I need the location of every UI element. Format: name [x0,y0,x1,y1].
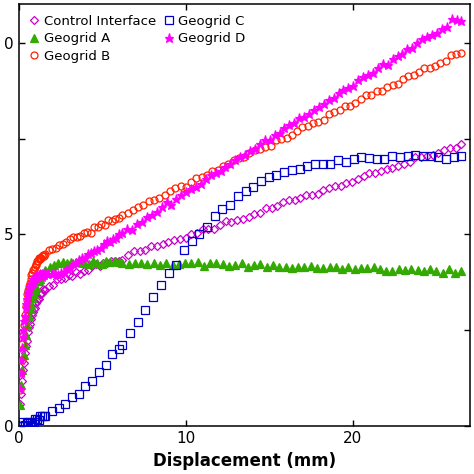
Control Interface [459,141,465,147]
Geogrid A [103,258,109,264]
Legend: Control Interface, Geogrid A, Geogrid B, Geogrid C, Geogrid D: Control Interface, Geogrid A, Geogrid B,… [25,11,250,67]
Line: Geogrid A: Geogrid A [16,257,465,409]
Geogrid D [292,120,297,126]
Line: Geogrid D: Geogrid D [16,15,466,393]
Geogrid C [34,417,40,422]
Geogrid B [39,254,45,259]
Geogrid A [176,261,182,266]
Control Interface [119,257,125,263]
Geogrid C [17,424,23,429]
Geogrid B [37,256,43,262]
Geogrid C [258,178,264,184]
Geogrid C [412,152,418,158]
Geogrid B [416,69,422,75]
Geogrid A [17,402,23,408]
Line: Geogrid C: Geogrid C [16,151,465,430]
Geogrid A [41,270,46,275]
Geogrid D [459,18,465,24]
Control Interface [18,391,24,396]
Control Interface [17,401,23,407]
Geogrid D [321,101,327,107]
Geogrid A [36,278,42,283]
Geogrid B [17,387,23,393]
Geogrid D [17,386,23,392]
Control Interface [298,195,303,201]
Line: Geogrid B: Geogrid B [17,49,465,394]
Geogrid C [459,153,465,158]
Geogrid D [154,209,160,215]
Geogrid D [449,17,455,22]
Geogrid A [346,264,351,270]
Control Interface [447,145,453,151]
Geogrid A [32,287,38,293]
Geogrid B [119,212,125,218]
Control Interface [31,306,36,312]
Geogrid C [56,405,62,411]
Geogrid A [459,268,465,273]
Geogrid D [104,238,109,244]
Control Interface [292,198,298,203]
Geogrid A [289,264,295,270]
Geogrid C [219,206,225,211]
Geogrid B [35,258,41,264]
Geogrid C [281,169,287,175]
Geogrid C [103,362,109,367]
X-axis label: Displacement (mm): Displacement (mm) [153,452,336,470]
Geogrid D [43,270,48,276]
Geogrid D [242,152,248,158]
Geogrid B [46,247,52,253]
Line: Control Interface: Control Interface [17,141,464,407]
Geogrid B [459,50,465,55]
